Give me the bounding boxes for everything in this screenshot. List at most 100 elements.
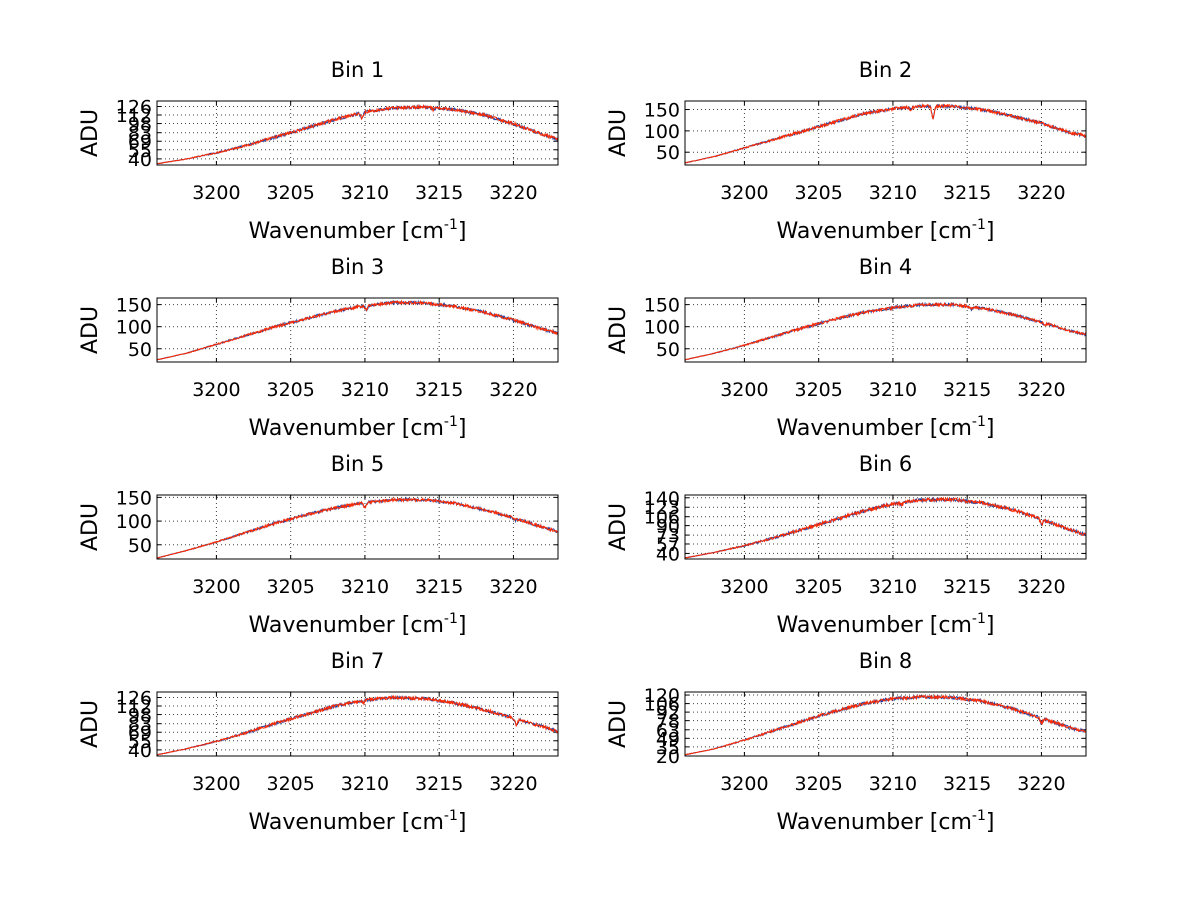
- y-axis-label: ADU: [606, 306, 631, 354]
- y-tick-label: 150: [116, 295, 152, 317]
- subplot-title: Bin 7: [331, 649, 385, 673]
- y-tick-label: 69: [128, 722, 152, 744]
- x-axis-label-superscript: -1: [972, 808, 986, 824]
- y-tick-label: 106: [644, 507, 680, 529]
- x-tick-label: 3200: [192, 182, 240, 204]
- x-tick-label: 3205: [794, 379, 842, 401]
- x-tick-label: 3215: [943, 576, 991, 598]
- plot-border: [156, 494, 559, 560]
- subplot-title: Bin 5: [331, 452, 385, 476]
- plot-border: [156, 691, 559, 757]
- x-axis-label-superscript: -1: [444, 217, 458, 233]
- y-tick-label: 98: [128, 705, 152, 727]
- y-tick-label: 140: [644, 488, 680, 510]
- x-axis-label: Wavenumber [cm-1]: [249, 611, 467, 638]
- y-tick-label: 73: [656, 525, 680, 547]
- y-tick-label: 40: [128, 740, 152, 762]
- x-tick-label: 3205: [266, 379, 314, 401]
- series-line-primary: [685, 496, 1086, 559]
- y-axis-label: ADU: [78, 306, 103, 354]
- subplot-title: Bin 6: [859, 452, 913, 476]
- x-tick-label: 3205: [266, 182, 314, 204]
- x-tick-label: 3200: [720, 576, 768, 598]
- y-tick-label: 126: [116, 687, 152, 709]
- x-axis-label-superscript: -1: [972, 217, 986, 233]
- x-axis-label-main: Wavenumber [cm: [249, 416, 444, 441]
- x-tick-label: 3215: [415, 576, 463, 598]
- x-axis-label: Wavenumber [cm-1]: [777, 414, 995, 441]
- y-tick-label: 126: [116, 96, 152, 118]
- x-tick-label: 3210: [869, 379, 917, 401]
- y-tick-label: 55: [128, 140, 152, 162]
- x-axis-label-close: ]: [986, 219, 995, 244]
- y-tick-label: 40: [656, 543, 680, 565]
- plot-border: [156, 297, 559, 363]
- subplot-title: Bin 3: [331, 255, 385, 279]
- x-axis-label-superscript: -1: [444, 611, 458, 627]
- series-line-primary: [157, 694, 558, 756]
- y-axis-label: ADU: [78, 700, 103, 748]
- x-tick-label: 3210: [869, 576, 917, 598]
- x-tick-label: 3220: [1017, 576, 1065, 598]
- x-axis-label-main: Wavenumber [cm: [249, 219, 444, 244]
- y-tick-label: 150: [644, 295, 680, 317]
- series-line-primary: [157, 497, 558, 559]
- series-line-primary: [685, 694, 1086, 756]
- x-axis-label-main: Wavenumber [cm: [249, 810, 444, 835]
- x-tick-label: 3220: [1017, 773, 1065, 795]
- x-axis-label-superscript: -1: [444, 414, 458, 430]
- x-axis-label-close: ]: [986, 613, 995, 638]
- y-tick-label: 112: [116, 105, 152, 127]
- x-axis-label-close: ]: [458, 810, 467, 835]
- series-line-primary: [157, 299, 558, 361]
- y-tick-label: 90: [656, 516, 680, 538]
- x-tick-label: 3210: [341, 182, 389, 204]
- y-tick-label: 20: [656, 746, 680, 768]
- y-tick-label: 50: [656, 142, 680, 164]
- x-axis-label-close: ]: [458, 613, 467, 638]
- y-tick-label: 50: [128, 339, 152, 361]
- series-line-primary: [685, 102, 1086, 164]
- y-tick-label: 92: [656, 702, 680, 724]
- x-tick-label: 3220: [489, 379, 537, 401]
- y-tick-label: 57: [656, 534, 680, 556]
- plot-border: [684, 691, 1087, 757]
- x-tick-label: 3205: [794, 773, 842, 795]
- x-tick-label: 3215: [943, 773, 991, 795]
- y-tick-label: 106: [644, 694, 680, 716]
- x-tick-label: 3215: [415, 773, 463, 795]
- y-tick-label: 50: [656, 339, 680, 361]
- subplot-title: Bin 1: [331, 58, 385, 82]
- plot-border: [684, 297, 1087, 363]
- x-tick-label: 3200: [720, 182, 768, 204]
- y-tick-label: 78: [656, 711, 680, 733]
- y-tick-label: 50: [128, 535, 152, 557]
- x-tick-label: 3215: [943, 182, 991, 204]
- x-axis-label-main: Wavenumber [cm: [249, 613, 444, 638]
- x-axis-label-superscript: -1: [972, 414, 986, 430]
- y-tick-label: 100: [644, 317, 680, 339]
- x-axis-label-main: Wavenumber [cm: [777, 219, 972, 244]
- y-axis-label: ADU: [606, 503, 631, 551]
- plot-area: [156, 494, 559, 560]
- plot-border: [684, 494, 1087, 560]
- y-axis-label: ADU: [78, 503, 103, 551]
- y-tick-label: 150: [116, 487, 152, 509]
- x-tick-label: 3215: [943, 379, 991, 401]
- plot-area: [684, 100, 1087, 166]
- y-tick-label: 69: [128, 131, 152, 153]
- x-axis-label-main: Wavenumber [cm: [777, 416, 972, 441]
- y-tick-label: 150: [644, 100, 680, 122]
- y-tick-label: 35: [656, 737, 680, 759]
- x-tick-label: 3220: [1017, 379, 1065, 401]
- series-line-primary: [157, 103, 558, 165]
- x-tick-label: 3200: [192, 379, 240, 401]
- x-tick-label: 3200: [720, 773, 768, 795]
